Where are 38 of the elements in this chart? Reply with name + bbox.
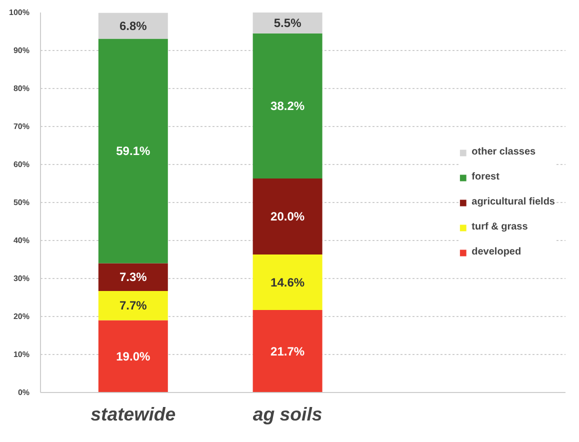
bar	[252, 33, 322, 179]
data-label: 20.0%	[270, 210, 305, 224]
y-tick-label: 0%	[18, 388, 30, 397]
bar	[98, 12, 168, 39]
bar	[252, 12, 322, 34]
bar	[98, 291, 168, 320]
data-label: 21.7%	[270, 344, 305, 358]
legend-label: other classes	[472, 146, 536, 158]
x-tick-label: ag soils	[252, 404, 322, 424]
y-tick-label: 70%	[13, 122, 30, 131]
legend-label: turf & grass	[472, 222, 528, 232]
bar	[252, 254, 322, 310]
data-label: 7.3%	[119, 270, 148, 284]
y-tick-label: 100%	[9, 8, 30, 17]
data-label: 6.8%	[119, 18, 148, 33]
legend-label: forest	[472, 172, 500, 182]
y-tick-label: 60%	[13, 160, 30, 169]
data-label: 59.1%	[116, 144, 150, 158]
y-tick-label: 30%	[13, 274, 30, 283]
legend-label: agricultural fields	[472, 196, 555, 208]
y-tick-label: 90%	[13, 46, 30, 55]
data-label: 5.5%	[274, 16, 302, 30]
bar	[252, 178, 322, 255]
y-tick-label: 20%	[13, 312, 30, 321]
y-tick-label: 10%	[13, 350, 30, 359]
bar	[98, 320, 168, 392]
data-label: 38.2%	[270, 98, 305, 113]
data-label: 7.7%	[119, 298, 148, 313]
y-tick-label: 50%	[13, 198, 30, 207]
x-tick-label: statewide	[90, 404, 176, 424]
bar	[98, 38, 168, 264]
data-label: 19.0%	[116, 349, 150, 364]
y-tick-label: 80%	[13, 84, 30, 93]
bar	[98, 263, 168, 292]
data-label: 14.6%	[270, 275, 305, 290]
y-tick-label: 40%	[13, 236, 30, 245]
bar	[252, 310, 322, 392]
legend-label: developed	[472, 246, 522, 258]
